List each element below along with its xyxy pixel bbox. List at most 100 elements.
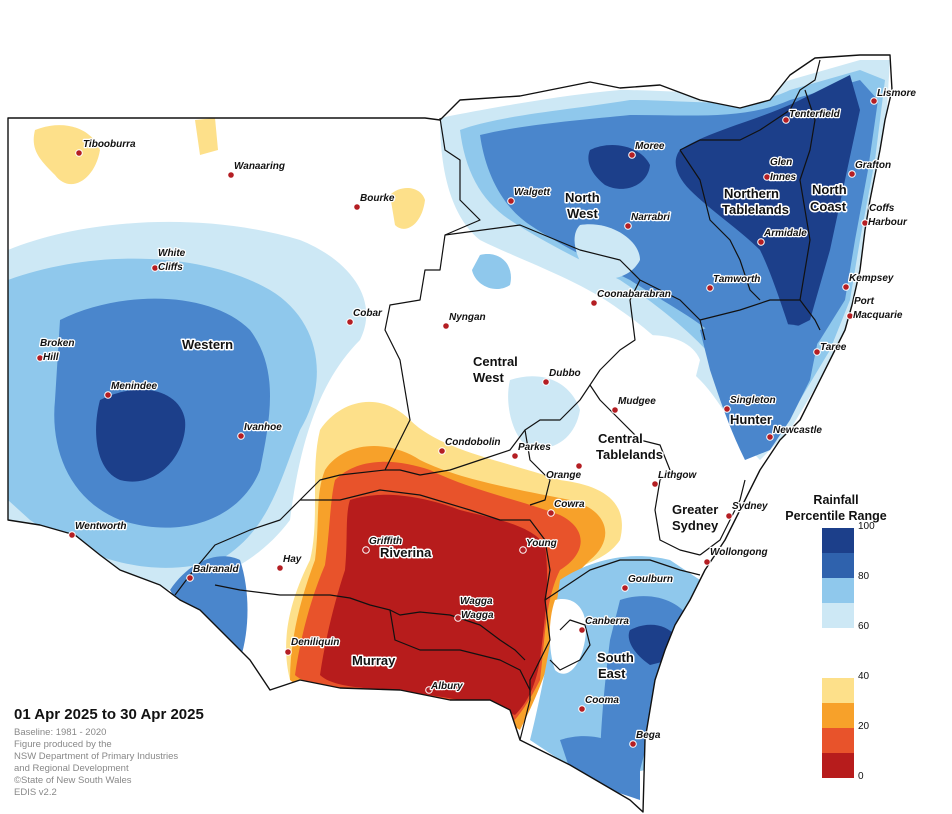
town-dot-taree — [813, 348, 821, 356]
town-label-walgett: Walgett — [514, 187, 551, 198]
region-label-south-east: South — [597, 650, 634, 665]
town-label-albury: Albury — [430, 681, 463, 692]
town-label-griffith: Griffith — [369, 536, 402, 547]
town-label-coffs: Coffs — [869, 203, 895, 214]
town-label-orange: Orange — [546, 470, 581, 481]
town-label-menindee: Menindee — [111, 381, 158, 392]
town-dot-parkes — [511, 452, 519, 460]
town-dot-orange — [575, 462, 583, 470]
town-label-wanaaring: Wanaaring — [234, 161, 285, 172]
town-dot-kempsey — [842, 283, 850, 291]
town-label-bourke: Bourke — [360, 193, 395, 204]
town-dot-griffith — [362, 546, 370, 554]
town-dot-tenterfield — [782, 116, 790, 124]
town-label-armidale: Armidale — [763, 228, 807, 239]
town-label-coonabarabran: Coonabarabran — [597, 289, 671, 300]
town-dot-menindee — [104, 391, 112, 399]
town-dot-tamworth — [706, 284, 714, 292]
town-label-mudgee: Mudgee — [618, 396, 656, 407]
credit-baseline: Baseline: 1981 - 2020 — [14, 727, 107, 738]
town-dot-wollongong — [703, 558, 711, 566]
town-label-hay: Hay — [283, 554, 302, 565]
town-label-port: Port — [854, 296, 875, 307]
town-label-tenterfield: Tenterfield — [789, 109, 841, 120]
town-label-canberra: Canberra — [585, 616, 629, 627]
region-label-greater-sydney: Greater — [672, 502, 718, 517]
region-label-north-coast: North — [812, 182, 847, 197]
town-dot-hay — [276, 564, 284, 572]
town-label-grafton: Grafton — [855, 160, 891, 171]
town-label-deniliquin: Deniliquin — [291, 637, 339, 648]
town-label-young: Young — [526, 538, 557, 549]
town-label-broken: Broken — [40, 338, 74, 349]
town-dot-newcastle — [766, 433, 774, 441]
town-dot-white-cliffs — [151, 264, 159, 272]
credit-line-4: and Regional Development — [14, 763, 129, 774]
town-dot-albury — [425, 686, 433, 694]
town-label-singleton: Singleton — [730, 395, 776, 406]
region-label-central-tablelands: Central — [598, 431, 643, 446]
region-label-hunter: Hunter — [730, 412, 772, 427]
town-label-ivanhoe: Ivanhoe — [244, 422, 282, 433]
town-label-cliffs: Cliffs — [158, 262, 183, 273]
legend-swatch-30-40 — [822, 678, 854, 703]
town-dot-nyngan — [442, 322, 450, 330]
credit-line-3: NSW Department of Primary Industries — [14, 751, 179, 762]
region-label-greater-sydney-2: Sydney — [672, 518, 719, 533]
town-dot-canberra — [578, 626, 586, 634]
town-label-goulburn: Goulburn — [628, 574, 673, 585]
region-label-riverina: Riverina — [380, 545, 432, 560]
town-dot-armidale — [757, 238, 765, 246]
town-dot-singleton — [723, 405, 731, 413]
town-label-taree: Taree — [820, 342, 847, 353]
legend-tick-60: 60 — [858, 621, 870, 632]
town-label-kempsey: Kempsey — [849, 273, 894, 284]
town-label-macquarie: Macquarie — [853, 310, 903, 321]
legend-swatch-60-70 — [822, 603, 854, 628]
legend-swatch-0-10 — [822, 753, 854, 778]
town-dot-ivanhoe — [237, 432, 245, 440]
town-dot-mudgee — [611, 406, 619, 414]
credit-version: EDIS v2.2 — [14, 787, 57, 798]
town-label-lismore: Lismore — [877, 88, 916, 99]
legend-title: Rainfall Percentile Range — [772, 492, 900, 524]
town-label-balranald: Balranald — [193, 564, 239, 575]
legend-swatch-10-20 — [822, 728, 854, 753]
town-label-condobolin: Condobolin — [445, 437, 501, 448]
town-dot-moree — [628, 151, 636, 159]
town-dot-dubbo — [542, 378, 550, 386]
region-label-north-west: North — [565, 190, 600, 205]
town-dot-lismore — [870, 97, 878, 105]
town-dot-cowra — [547, 509, 555, 517]
legend-swatch-20-30 — [822, 703, 854, 728]
legend-title-line1: Rainfall — [813, 493, 859, 507]
region-label-central-west-2: West — [473, 370, 504, 385]
town-dot-cooma — [578, 705, 586, 713]
town-label-moree: Moree — [635, 141, 665, 152]
town-dot-coonabarabran — [590, 299, 598, 307]
town-dot-goulburn — [621, 584, 629, 592]
region-label-central-tablelands-2: Tablelands — [596, 447, 663, 462]
town-label-lithgow: Lithgow — [658, 470, 698, 481]
town-dot-glen-innes — [763, 173, 771, 181]
credit-line-2: Figure produced by the — [14, 739, 112, 750]
town-dot-coffs-harbour — [861, 219, 869, 227]
legend-swatch-70-80 — [822, 578, 854, 603]
town-dot-young — [519, 546, 527, 554]
town-label-hill: Hill — [43, 352, 59, 363]
town-dot-bega — [629, 740, 637, 748]
state-outline — [7, 54, 893, 813]
town-label-glen: Glen — [770, 157, 792, 168]
town-dot-lithgow — [651, 480, 659, 488]
region-label-murray: Murray — [352, 653, 396, 668]
town-label-dubbo: Dubbo — [549, 368, 581, 379]
legend-tick-20: 20 — [858, 721, 870, 732]
town-dot-bourke — [353, 203, 361, 211]
town-dot-broken-hill — [36, 354, 44, 362]
legend-swatch-80-90 — [822, 553, 854, 578]
town-dot-tibooburra — [75, 149, 83, 157]
region-label-north-coast-2: Coast — [810, 199, 847, 214]
town-label-sydney: Sydney — [732, 501, 768, 512]
legend-tick-80: 80 — [858, 571, 870, 582]
